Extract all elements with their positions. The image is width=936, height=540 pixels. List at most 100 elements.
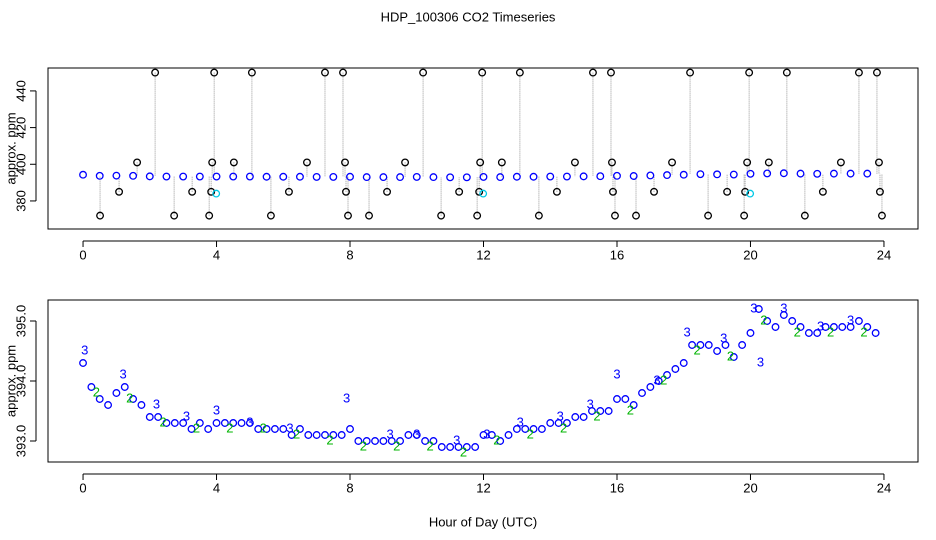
- data-point: [796, 323, 805, 331]
- data-point: 2: [727, 348, 734, 363]
- data-point: [800, 211, 809, 220]
- data-point: [562, 419, 571, 427]
- data-point: 2: [693, 342, 700, 357]
- data-point: [284, 187, 293, 196]
- x-tick-label: 4: [213, 247, 220, 262]
- data-point: [154, 413, 163, 421]
- data-point: [179, 419, 188, 427]
- data-point: [579, 172, 588, 181]
- data-point: [346, 172, 354, 181]
- data-point: [596, 407, 605, 415]
- data-point: [115, 187, 124, 196]
- data-point: [329, 431, 338, 439]
- data-point: [771, 323, 780, 331]
- data-point: 3: [153, 396, 160, 411]
- data-point: [312, 172, 321, 181]
- data-point: 2: [560, 420, 567, 435]
- data-point: [254, 425, 263, 433]
- data-point: [663, 171, 671, 180]
- data-point: [262, 425, 271, 433]
- data-point: [496, 173, 505, 182]
- data-point: [871, 329, 880, 337]
- data-point: [462, 443, 471, 451]
- x-tick-label: 16: [610, 480, 624, 495]
- data-point: [818, 187, 827, 196]
- data-point: [570, 158, 579, 167]
- data-point: [504, 431, 513, 439]
- data-point: 3: [517, 414, 524, 429]
- data-point: [270, 425, 279, 433]
- data-point: [362, 437, 371, 445]
- data-point: [229, 419, 238, 427]
- data-point: [379, 437, 388, 445]
- data-point: [629, 401, 638, 409]
- y-axis-label: approx. ppm: [3, 112, 18, 184]
- data-point: 2: [593, 408, 600, 423]
- data-point: [296, 425, 304, 433]
- data-point: [571, 413, 580, 421]
- x-tick-label: 16: [610, 247, 624, 262]
- data-point: 3: [453, 432, 460, 447]
- data-point: [195, 172, 204, 181]
- data-point: [133, 158, 142, 167]
- data-point: [546, 419, 555, 427]
- data-point: 2: [760, 312, 767, 327]
- y-tick-label: 440: [13, 80, 28, 102]
- data-point: [339, 68, 347, 77]
- data-point: [129, 171, 138, 180]
- data-point: 3: [483, 426, 490, 441]
- data-point: [629, 172, 638, 180]
- data-point: [137, 401, 146, 409]
- data-point: [170, 211, 179, 220]
- data-point: [696, 341, 705, 349]
- data-point: [704, 341, 713, 349]
- data-point: [404, 431, 413, 439]
- data-point: 3: [386, 426, 393, 441]
- data-point: [95, 171, 104, 180]
- data-point: [112, 389, 121, 397]
- data-point: [303, 158, 311, 167]
- data-point: [279, 172, 288, 181]
- data-point: [537, 425, 546, 433]
- data-point: [437, 211, 446, 220]
- data-point: [876, 187, 884, 196]
- x-tick-label: 4: [213, 480, 220, 495]
- data-point: [838, 323, 847, 331]
- y-tick-label: 395.0: [13, 305, 28, 338]
- data-point: [475, 187, 484, 196]
- x-tick-label: 12: [476, 480, 490, 495]
- data-point: [611, 211, 619, 220]
- data-point: 3: [817, 318, 824, 333]
- data-point: [713, 347, 722, 355]
- data-point: [120, 383, 129, 391]
- data-point: [337, 431, 346, 439]
- data-point: [342, 187, 350, 196]
- data-point: [179, 172, 188, 181]
- data-point: [151, 68, 160, 77]
- data-point: [145, 172, 154, 181]
- data-point: [383, 187, 392, 196]
- data-point: [497, 158, 506, 167]
- data-point: [207, 187, 216, 196]
- data-point: 2: [794, 324, 801, 339]
- data-point: [371, 437, 379, 445]
- x-tick-label: 20: [743, 480, 757, 495]
- data-point: 3: [847, 312, 854, 327]
- x-tick-label: 20: [743, 247, 757, 262]
- data-point: [873, 68, 881, 77]
- data-point: [804, 329, 813, 337]
- data-point: [87, 383, 96, 391]
- data-point: [187, 425, 196, 433]
- data-point: [421, 437, 430, 445]
- data-point: [212, 172, 221, 181]
- data-point: [738, 341, 747, 349]
- data-point: [346, 425, 354, 433]
- data-point: [529, 425, 538, 433]
- x-tick-label: 12: [476, 247, 490, 262]
- data-point: [596, 172, 605, 181]
- y-tick-label: 380: [13, 190, 28, 212]
- data-point: 3: [246, 414, 253, 429]
- y-tick-label: 420: [13, 117, 28, 139]
- data-point: [782, 68, 791, 77]
- data-point: 3: [119, 366, 126, 381]
